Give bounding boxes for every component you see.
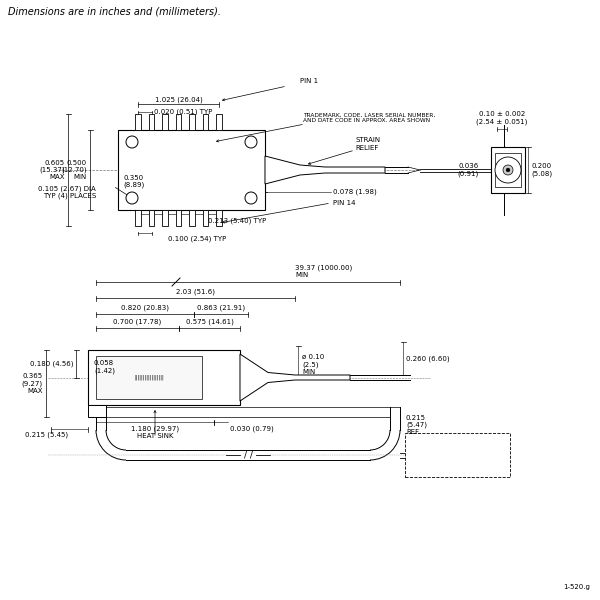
Bar xyxy=(135,210,141,226)
Text: 0.030 (0.79): 0.030 (0.79) xyxy=(230,425,274,431)
Text: 0.863 (21.91): 0.863 (21.91) xyxy=(197,304,245,311)
Bar xyxy=(176,114,181,130)
Text: 0.213 (5.40) TYP: 0.213 (5.40) TYP xyxy=(209,217,267,223)
Text: 0.078 (1.98): 0.078 (1.98) xyxy=(333,189,377,195)
Text: 0.350
(8.89): 0.350 (8.89) xyxy=(123,175,144,188)
Text: 0.215
(5.47)
REF: 0.215 (5.47) REF xyxy=(406,415,427,436)
Bar xyxy=(135,114,141,130)
Circle shape xyxy=(503,165,513,175)
Text: 2.03 (51.6): 2.03 (51.6) xyxy=(176,289,215,295)
Text: 1-520.g: 1-520.g xyxy=(563,584,590,590)
Polygon shape xyxy=(265,156,385,184)
Text: 0.105 (2.67) DIA
TYP (4) PLACES: 0.105 (2.67) DIA TYP (4) PLACES xyxy=(38,185,96,199)
Text: 1.180 (29.97): 1.180 (29.97) xyxy=(131,425,179,431)
Bar xyxy=(216,210,222,226)
Bar xyxy=(176,210,181,226)
Text: 0.180 (4.56): 0.180 (4.56) xyxy=(29,361,73,367)
Circle shape xyxy=(506,168,510,172)
Bar xyxy=(216,114,222,130)
Bar xyxy=(495,153,521,187)
Circle shape xyxy=(245,192,257,204)
Text: 0.365
(9.27)
MAX: 0.365 (9.27) MAX xyxy=(22,373,43,394)
Bar xyxy=(203,210,208,226)
Text: Dimensions are in inches and (millimeters).: Dimensions are in inches and (millimeter… xyxy=(8,7,221,17)
Bar xyxy=(88,350,240,405)
Bar xyxy=(203,114,208,130)
Bar xyxy=(189,114,195,130)
Bar xyxy=(189,210,195,226)
Text: 0.260 (6.60): 0.260 (6.60) xyxy=(406,355,449,362)
Circle shape xyxy=(245,136,257,148)
Text: 0.020 (0.51) TYP: 0.020 (0.51) TYP xyxy=(154,109,212,115)
Text: PIN 1: PIN 1 xyxy=(300,78,318,84)
Polygon shape xyxy=(240,354,350,401)
Text: 0.058
(1.42): 0.058 (1.42) xyxy=(94,360,115,373)
Bar xyxy=(96,356,202,399)
Bar xyxy=(405,433,510,477)
Text: 0.820 (20.83): 0.820 (20.83) xyxy=(121,304,169,311)
Text: STRAIN
RELIEF: STRAIN RELIEF xyxy=(355,137,380,151)
Text: 0.100 (2.54) TYP: 0.100 (2.54) TYP xyxy=(168,236,226,242)
Bar xyxy=(149,210,154,226)
Text: ø 0.10
(2.5)
MIN: ø 0.10 (2.5) MIN xyxy=(302,354,324,374)
Circle shape xyxy=(126,136,138,148)
Text: 0.500
(12.70)
MIN: 0.500 (12.70) MIN xyxy=(61,160,87,180)
Text: / /: / / xyxy=(244,451,253,460)
Text: 0.200
(5.08): 0.200 (5.08) xyxy=(531,163,552,177)
Bar xyxy=(149,114,154,130)
Text: TRADEMARK, CODE, LASER SERIAL NUMBER,
AND DATE CODE IN APPROX. AREA SHOWN: TRADEMARK, CODE, LASER SERIAL NUMBER, AN… xyxy=(303,113,435,124)
Text: 0.036
(0.91): 0.036 (0.91) xyxy=(458,163,479,177)
Bar xyxy=(118,130,265,210)
Circle shape xyxy=(495,157,521,183)
Bar xyxy=(162,114,168,130)
Text: 0.605
(15.37)
MAX: 0.605 (15.37) MAX xyxy=(40,160,65,180)
Text: 0.575 (14.61): 0.575 (14.61) xyxy=(185,319,233,325)
Bar xyxy=(491,147,525,193)
Bar xyxy=(162,210,168,226)
Text: PIN 14: PIN 14 xyxy=(333,200,355,206)
Bar xyxy=(88,405,106,417)
Text: HEAT SINK: HEAT SINK xyxy=(137,433,173,439)
Text: 39.37 (1000.00)
MIN: 39.37 (1000.00) MIN xyxy=(295,265,352,278)
Text: 1.025 (26.04): 1.025 (26.04) xyxy=(155,97,202,103)
Text: 0.700 (17.78): 0.700 (17.78) xyxy=(113,319,161,325)
Text: 0.215 (5.45): 0.215 (5.45) xyxy=(25,432,68,439)
Circle shape xyxy=(126,192,138,204)
Text: |||||||||||||||||: ||||||||||||||||| xyxy=(134,375,164,380)
Text: 0.10 ± 0.002
(2.54 ± 0.051): 0.10 ± 0.002 (2.54 ± 0.051) xyxy=(476,112,527,125)
